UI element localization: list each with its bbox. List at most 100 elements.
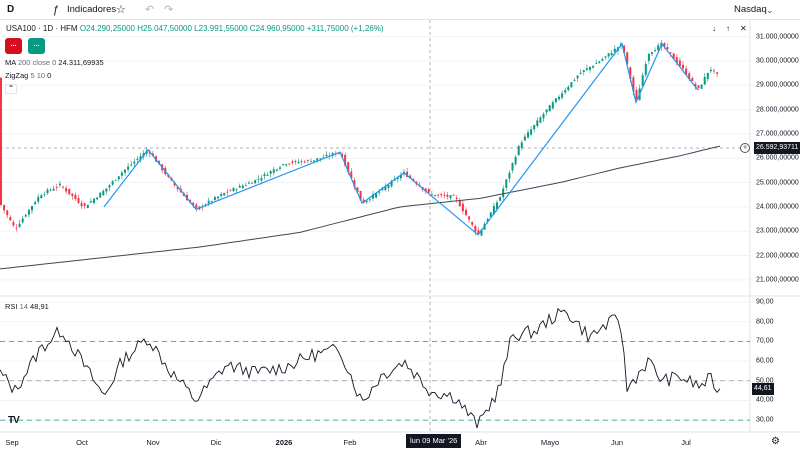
candle-body (657, 45, 660, 51)
rsi-axis-label: 60,00 (756, 357, 774, 365)
candle-body (15, 227, 18, 229)
candle-body (288, 163, 291, 165)
rsi-legend[interactable]: RSI 14 48,91 (5, 302, 49, 311)
price-axis-label: 24.000,00000 (756, 203, 799, 211)
candle-body (114, 179, 117, 181)
close-icon[interactable]: ✕ (740, 24, 747, 33)
candle-body (697, 85, 700, 88)
plus-icon[interactable]: + (740, 143, 750, 153)
price-axis-label: 23.000,00000 (756, 227, 799, 235)
candle-body (139, 156, 142, 161)
zigzag-legend[interactable]: ZigZag 5 10 0 (5, 71, 51, 80)
candle-body (207, 200, 210, 204)
candle-body (458, 200, 461, 207)
chevron-up-icon[interactable]: ⌃ (5, 84, 17, 94)
candle-body (285, 164, 288, 166)
ohlc-change: +311,75000 (+1,26%) (306, 24, 384, 33)
price-axis-label: 30.000,00000 (756, 57, 799, 65)
candle-body (461, 203, 464, 212)
ohlc-close: C24.960,95000 (249, 24, 305, 33)
candle-body (607, 53, 610, 57)
redo-icon[interactable]: ↷ (164, 4, 174, 16)
time-axis-label: Oct (76, 438, 88, 447)
candle-body (576, 75, 579, 79)
candle-body (93, 198, 95, 203)
candle-body (238, 185, 241, 188)
arrow-up-icon[interactable]: ↑ (726, 24, 730, 33)
tradingview-logo[interactable]: TV (8, 415, 20, 426)
candle-body (210, 201, 213, 202)
candle-body (585, 68, 588, 70)
arrow-down-icon[interactable]: ↓ (712, 24, 716, 33)
settings-icon[interactable]: ⚙ (771, 436, 780, 447)
candle-body (46, 189, 49, 194)
candle-body (99, 192, 102, 198)
candle-body (269, 171, 272, 174)
candle-body (570, 82, 573, 88)
candle-body (213, 197, 216, 200)
candle-body (74, 194, 77, 200)
candle-body (21, 218, 24, 223)
candle-body (325, 154, 328, 157)
sell-button[interactable]: ... (5, 38, 22, 54)
candle-body (52, 188, 55, 191)
candle-body (111, 181, 114, 185)
candle-body (34, 202, 37, 205)
ma-name: MA (5, 58, 16, 67)
candle-body (530, 129, 533, 135)
candle-body (65, 188, 68, 192)
candle-body (279, 167, 281, 169)
star-icon[interactable]: ☆ (116, 4, 126, 16)
candle-body (313, 160, 316, 162)
candlestick-series (0, 40, 719, 237)
zigzag-name: ZigZag (5, 71, 29, 80)
price-axis-label: 26.000,00000 (756, 154, 799, 162)
candle-body (226, 191, 229, 193)
candle-body (192, 202, 195, 206)
candle-body (706, 72, 709, 79)
undo-icon[interactable]: ↶ (145, 4, 155, 16)
ma-legend[interactable]: MA 200 close 0 24.311,69935 (5, 58, 104, 67)
buy-button[interactable]: ... (28, 38, 45, 54)
candle-body (31, 206, 33, 211)
time-axis-label: Jun (610, 438, 624, 447)
candle-body (176, 186, 179, 190)
candle-body (378, 191, 381, 193)
candle-body (229, 190, 232, 192)
candle-body (455, 197, 458, 200)
candle-body (102, 190, 105, 196)
zigzag-params: 5 10 (30, 71, 46, 80)
chevron-down-icon[interactable]: ⌄ (766, 5, 774, 15)
time-axis-label: Nov (146, 438, 160, 447)
candle-body (241, 185, 244, 188)
symbol-title[interactable]: USA100 · 1D · HFM (6, 24, 78, 33)
indicators-icon[interactable]: ƒ (53, 4, 60, 16)
candle-body (514, 156, 517, 165)
candle-body (319, 158, 322, 160)
candle-body (365, 200, 368, 203)
indicators-button[interactable]: Indicadores (67, 4, 117, 15)
ma-200-line (0, 145, 721, 270)
price-axis-label: 27.000,00000 (756, 130, 799, 138)
price-axis-label: 21.000,00000 (756, 276, 799, 284)
rsi-axis-label: 40,00 (756, 396, 774, 404)
candle-body (3, 204, 6, 211)
candle-body (682, 64, 684, 69)
candle-body (651, 52, 653, 55)
candle-body (654, 50, 657, 52)
candle-body (427, 189, 430, 193)
candle-body (68, 188, 71, 195)
candle-body (127, 166, 130, 170)
symbol-selector[interactable]: Nasdaq (734, 4, 767, 15)
time-axis-label: Sep (5, 438, 19, 447)
rsi-axis-label: 50,00 (756, 377, 774, 385)
candle-body (511, 163, 514, 171)
candle-body (58, 183, 61, 186)
candle-body (12, 222, 15, 226)
candle-body (244, 185, 247, 186)
timeframe-button[interactable]: D (7, 4, 15, 15)
candle-body (217, 196, 219, 199)
candle-body (579, 72, 582, 74)
candle-body (573, 79, 576, 81)
